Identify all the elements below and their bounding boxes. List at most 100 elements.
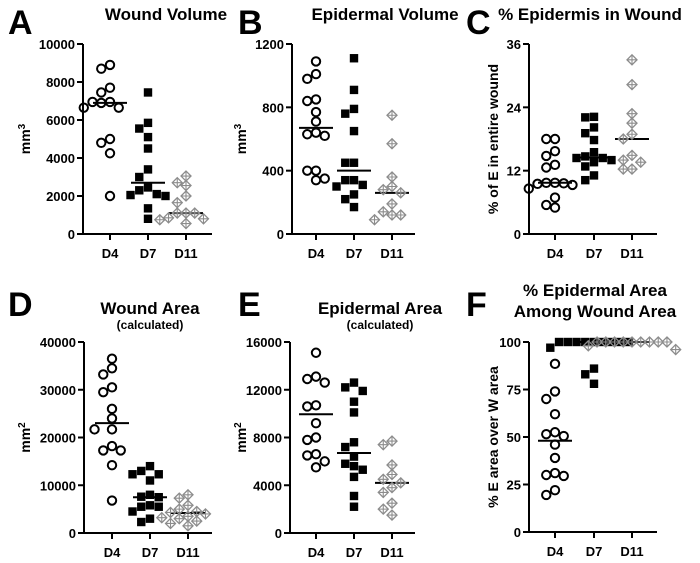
diamond-data-point — [582, 339, 595, 352]
x-tick-label: D11 — [380, 545, 403, 560]
square-data-point — [349, 85, 359, 95]
square-data-point — [589, 364, 599, 373]
square-data-point — [589, 171, 599, 180]
square-data-point — [349, 397, 359, 406]
square-data-point — [581, 337, 590, 347]
y-tick-label: 40000 — [40, 335, 76, 350]
circle-data-point — [541, 469, 552, 481]
circle-data-point — [106, 363, 118, 374]
circle-data-point — [113, 102, 124, 113]
square-data-point — [145, 476, 155, 485]
circle-data-point — [104, 148, 116, 159]
circle-data-point — [310, 400, 322, 411]
y-axis-label: % of E in entire wound — [485, 64, 501, 214]
circle-data-point — [302, 401, 313, 412]
y-tick-label: 0 — [275, 526, 282, 541]
panel-letter: E — [238, 286, 261, 324]
x-tick-label: D11 — [620, 246, 643, 261]
diamond-data-point — [386, 180, 398, 193]
circle-data-point — [567, 179, 578, 191]
circle-data-point — [106, 424, 118, 435]
square-data-point — [607, 155, 616, 165]
diamond-data-point — [386, 497, 398, 510]
y-axis-label: mm2 — [233, 422, 250, 453]
square-data-point — [349, 190, 359, 199]
x-tick-label: D4 — [102, 246, 119, 261]
x-tick-label: D11 — [620, 544, 643, 559]
diamond-data-point — [171, 196, 184, 209]
circle-data-point — [558, 430, 569, 442]
y-tick-label: 16000 — [246, 335, 282, 350]
square-data-point — [581, 162, 590, 171]
square-data-point — [349, 175, 359, 185]
x-tick-label: D4 — [547, 246, 564, 261]
square-data-point — [137, 502, 146, 511]
square-data-point — [349, 202, 359, 212]
circle-data-point — [96, 87, 107, 98]
square-data-point — [349, 452, 359, 461]
y-tick-label: 100 — [499, 335, 521, 350]
circle-data-point — [302, 95, 313, 107]
square-data-point — [341, 175, 350, 185]
square-data-point — [358, 386, 367, 396]
y-tick-label: 8000 — [253, 431, 282, 446]
square-data-point — [589, 158, 599, 167]
circle-data-point — [310, 417, 322, 429]
y-tick-label: 4000 — [46, 151, 75, 166]
x-tick-label: D4 — [547, 544, 564, 559]
circle-data-point — [106, 459, 118, 471]
diamond-data-point — [188, 207, 201, 220]
panel-a: A Wound Volume 0 2000 4000 6000 8000 10000 D4 D7 D… — [8, 4, 227, 261]
circle-data-point — [541, 162, 552, 173]
circle-data-point — [319, 130, 330, 142]
diamond-data-point — [386, 459, 398, 471]
square-data-point — [341, 459, 350, 468]
diamond-data-point — [199, 507, 212, 520]
square-data-point — [137, 492, 146, 501]
circle-data-point — [549, 358, 561, 370]
circle-data-point — [310, 116, 322, 127]
square-data-point — [128, 470, 137, 479]
x-tick-label: D7 — [586, 246, 603, 261]
circle-data-point — [98, 369, 109, 380]
square-data-point — [358, 180, 367, 190]
circle-data-point — [310, 56, 322, 67]
diamond-data-point — [394, 476, 407, 489]
x-tick-label: D11 — [174, 246, 197, 261]
circle-data-point — [310, 432, 322, 443]
y-tick-label: 800 — [262, 100, 284, 115]
diamond-data-point — [617, 133, 630, 145]
square-data-point — [589, 112, 599, 122]
panel-title: Wound Area — [100, 299, 200, 318]
x-tick-label: D7 — [586, 544, 603, 559]
circle-data-point — [96, 137, 107, 149]
circle-data-point — [549, 145, 561, 157]
square-data-point — [589, 379, 599, 388]
series-d7 — [572, 112, 616, 185]
square-data-point — [589, 135, 599, 145]
panel-letter: A — [8, 4, 33, 42]
diamond-data-point — [626, 117, 638, 130]
series-d7 — [332, 54, 371, 212]
square-data-point — [349, 378, 359, 387]
diamond-data-point — [180, 217, 192, 230]
diamond-data-point — [669, 343, 682, 356]
circle-data-point — [310, 165, 322, 176]
y-tick-label: 0 — [68, 227, 75, 242]
x-tick-label: D4 — [308, 545, 325, 560]
square-data-point — [161, 191, 170, 201]
y-tick-label: 36 — [507, 37, 521, 52]
circle-data-point — [96, 63, 107, 74]
square-data-point — [349, 491, 359, 501]
circle-data-point — [104, 190, 116, 202]
square-data-point — [145, 501, 155, 510]
circle-data-point — [319, 377, 330, 388]
panel-c: C % Epidermis in Wound 0 12 24 36 D4 D7 D11 % of … — [466, 4, 682, 261]
square-data-point — [137, 466, 146, 476]
x-tick-label: D11 — [176, 545, 199, 560]
circle-data-point — [549, 439, 561, 450]
x-tick-label: D7 — [142, 545, 159, 560]
circle-data-point — [106, 403, 118, 415]
diamond-data-point — [626, 149, 638, 162]
